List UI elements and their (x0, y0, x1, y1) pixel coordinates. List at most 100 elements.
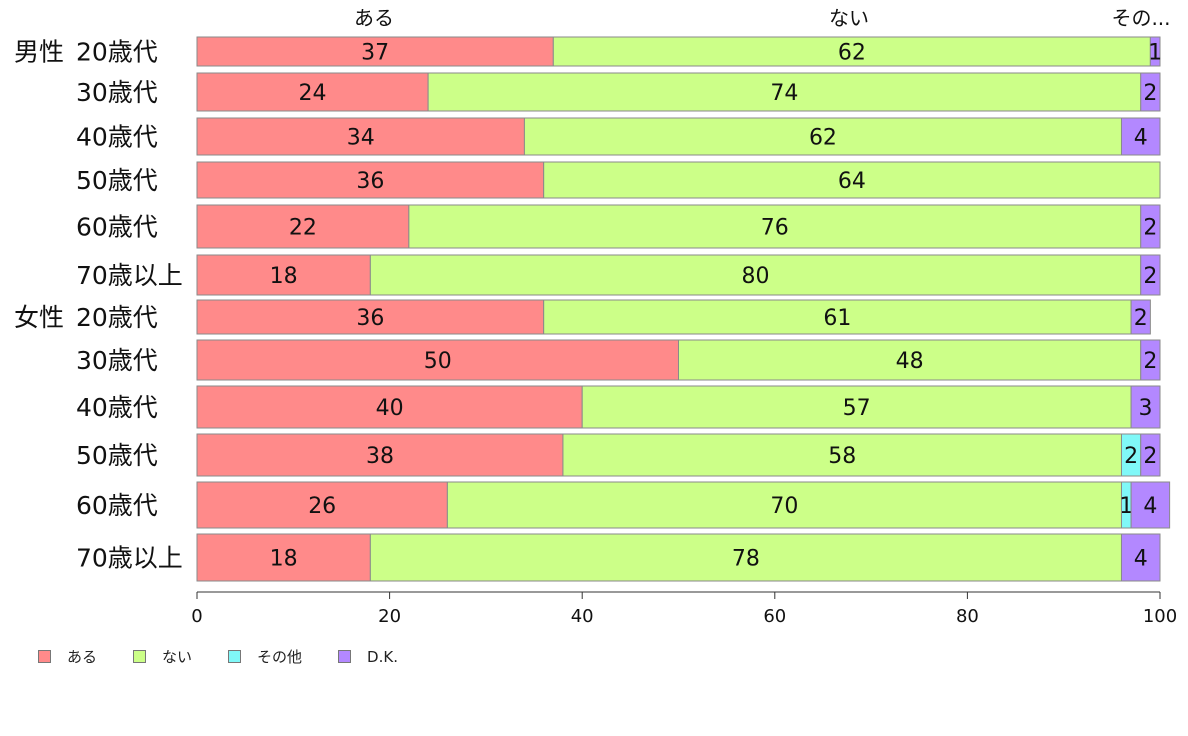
bar-segment (1120, 117, 1161, 156)
data-label: 2 (1134, 306, 1148, 331)
bar-segment (196, 433, 564, 477)
data-label: 70 (770, 494, 798, 519)
data-label: 62 (809, 126, 837, 151)
legend-item: その他 (228, 646, 302, 667)
bar-segment (552, 36, 1151, 67)
bar-segment (1130, 299, 1151, 335)
data-label: 1 (1148, 41, 1162, 66)
bar-segment (1120, 533, 1161, 582)
data-label: 4 (1143, 494, 1157, 519)
data-label: 61 (823, 306, 851, 331)
data-label: 2 (1143, 444, 1157, 469)
legend: ある ない その他 D.K. (38, 646, 434, 667)
bar-segment (408, 204, 1142, 249)
bar-segment (369, 254, 1142, 296)
category-label: 50歳代 (76, 166, 158, 195)
column-header: その... (1111, 6, 1170, 30)
group-label: 男性 (14, 38, 64, 67)
data-label: 36 (356, 169, 384, 194)
bar-segment (196, 339, 679, 381)
bar-segment (523, 117, 1122, 156)
column-header: ない (829, 6, 869, 30)
bar-segment (196, 254, 371, 296)
data-label: 26 (308, 494, 336, 519)
legend-label: その他 (257, 648, 303, 666)
data-label: 38 (366, 444, 394, 469)
x-tick-label: 20 (378, 606, 401, 627)
x-tick-label: 60 (763, 606, 786, 627)
bar-segment (543, 299, 1132, 335)
bar-segment (1140, 254, 1161, 296)
column-header: ある (354, 6, 394, 30)
data-label: 34 (347, 126, 375, 151)
bar-segment (1130, 481, 1171, 529)
data-label: 64 (838, 169, 866, 194)
data-label: 18 (270, 547, 298, 572)
bar-segment (562, 433, 1122, 477)
category-label: 50歳代 (76, 441, 158, 470)
legend-swatch (228, 650, 242, 663)
data-label: 36 (356, 306, 384, 331)
data-label: 40 (376, 396, 404, 421)
legend-item: ある (38, 646, 97, 667)
bar-segment (196, 385, 583, 429)
data-label: 2 (1143, 216, 1157, 241)
data-label: 80 (742, 264, 770, 289)
data-label: 37 (361, 41, 389, 66)
data-label: 1 (1119, 494, 1133, 519)
data-label: 22 (289, 216, 317, 241)
data-label: 48 (896, 349, 924, 374)
bar-segment (1149, 36, 1161, 67)
category-label: 40歳代 (76, 393, 158, 422)
legend-item: ない (133, 646, 192, 667)
data-label: 18 (270, 264, 298, 289)
category-label: 70歳以上 (76, 261, 183, 290)
bar-segment (543, 161, 1161, 199)
bar-segment (1140, 339, 1161, 381)
bar-segment (678, 339, 1142, 381)
data-label: 57 (843, 396, 871, 421)
category-label: 60歳代 (76, 213, 158, 242)
group-label: 女性 (14, 303, 64, 332)
data-label: 74 (770, 81, 798, 106)
x-tick-label: 100 (1143, 606, 1177, 627)
legend-swatch (38, 650, 51, 663)
data-label: 3 (1139, 396, 1153, 421)
data-label: 58 (828, 444, 856, 469)
data-label: 62 (838, 41, 866, 66)
data-label: 50 (424, 349, 452, 374)
category-label: 20歳代 (76, 303, 158, 332)
bar-segment (196, 299, 545, 335)
category-label: 60歳代 (76, 491, 158, 520)
bar-segment (196, 481, 448, 529)
legend-item: D.K. (338, 648, 398, 666)
category-label: 70歳以上 (76, 544, 183, 573)
category-label: 30歳代 (76, 346, 158, 375)
data-label: 78 (732, 547, 760, 572)
bar-segment (581, 385, 1132, 429)
data-label: 2 (1124, 444, 1138, 469)
bar-segment (196, 161, 545, 199)
bar-segment (196, 204, 410, 249)
data-label: 2 (1143, 349, 1157, 374)
legend-label: ない (162, 648, 193, 666)
data-label: 24 (299, 81, 327, 106)
legend-swatch (133, 650, 147, 663)
x-tick-label: 0 (191, 606, 202, 627)
category-label: 30歳代 (76, 78, 158, 107)
data-label: 76 (761, 216, 789, 241)
data-label: 2 (1143, 81, 1157, 106)
data-label: 4 (1134, 547, 1148, 572)
data-label: 2 (1143, 264, 1157, 289)
category-label: 40歳代 (76, 123, 158, 152)
bar-segment (196, 36, 554, 67)
data-label: 4 (1134, 126, 1148, 151)
x-tick-label: 80 (956, 606, 979, 627)
legend-label: ある (67, 648, 98, 666)
x-tick-label: 40 (571, 606, 594, 627)
category-label: 20歳代 (76, 38, 158, 67)
bar-segment (196, 117, 525, 156)
bar-segment (1130, 385, 1161, 429)
